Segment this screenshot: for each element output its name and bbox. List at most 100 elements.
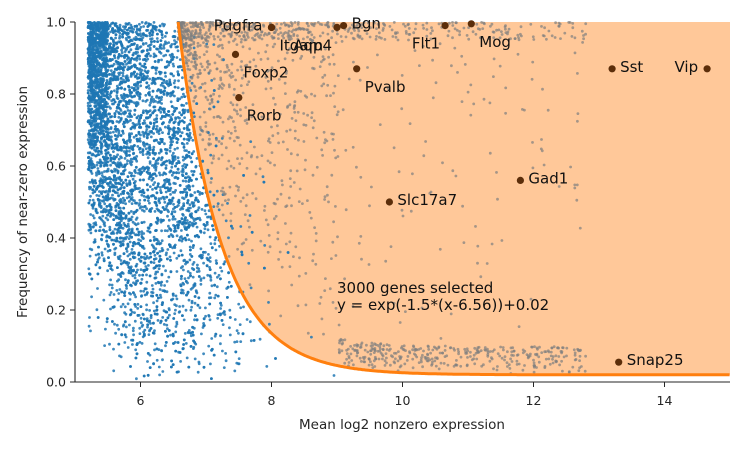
gene-point — [224, 352, 228, 355]
gene-point — [128, 217, 132, 221]
gene-point — [129, 48, 133, 52]
gene-point — [170, 58, 174, 62]
gene-point — [192, 111, 196, 115]
gene-point — [144, 66, 148, 69]
gene-point — [248, 320, 252, 324]
gene-point — [230, 224, 233, 228]
gene-point — [89, 51, 93, 54]
gene-point — [216, 316, 220, 320]
gene-point — [148, 146, 152, 150]
gene-point — [173, 35, 177, 39]
gene-point — [137, 130, 141, 134]
gene-point — [216, 100, 220, 104]
gene-point — [125, 38, 129, 42]
gene-point — [168, 255, 172, 259]
gene-point — [173, 79, 177, 82]
gene-point — [97, 74, 100, 77]
gene-point — [159, 296, 163, 299]
gene-point — [166, 229, 169, 233]
gene-point — [112, 155, 116, 158]
gene-point — [95, 173, 98, 177]
gene-point — [199, 282, 203, 286]
gene-point — [109, 215, 112, 218]
gene-point — [182, 204, 186, 208]
gene-point — [187, 138, 191, 142]
gene-point — [121, 196, 125, 200]
gene-point — [154, 174, 158, 178]
gene-point — [210, 79, 214, 82]
gene-point — [108, 119, 112, 123]
gene-point — [159, 149, 163, 153]
gene-point — [220, 269, 224, 273]
gene-point — [124, 232, 128, 236]
gene-point — [140, 325, 144, 328]
gene-point — [161, 81, 164, 85]
gene-point — [178, 111, 182, 114]
gene-point — [197, 275, 201, 278]
gene-point — [130, 43, 134, 46]
gene-point — [130, 91, 134, 94]
gene-point — [219, 342, 222, 346]
gene-point — [117, 327, 121, 331]
gene-point — [123, 110, 127, 114]
gene-point — [105, 73, 109, 77]
gene-point — [171, 113, 175, 116]
gene-point — [173, 229, 176, 233]
gene-point — [108, 225, 112, 229]
gene-point — [155, 94, 159, 98]
gene-point — [129, 75, 133, 78]
gene-point — [148, 366, 152, 369]
gene-point — [106, 160, 110, 164]
gene-point — [100, 238, 104, 242]
gene-point — [194, 314, 197, 318]
gene-point — [122, 206, 126, 210]
gene-point — [187, 128, 191, 132]
gene-point — [98, 266, 102, 270]
gene-point — [214, 332, 218, 336]
gene-point — [235, 340, 239, 343]
gene-point — [182, 145, 186, 149]
gene-point — [86, 120, 90, 123]
gene-point — [120, 172, 124, 176]
gene-point — [88, 316, 91, 319]
gene-point — [124, 31, 128, 35]
gene-point — [90, 46, 94, 50]
gene-point — [148, 22, 151, 26]
gene-point — [145, 207, 149, 211]
gene-point — [176, 99, 180, 102]
gene-point — [152, 261, 156, 264]
gene-point — [136, 87, 140, 91]
gene-point — [145, 319, 149, 323]
gene-point — [104, 41, 108, 44]
gene-point — [136, 81, 140, 85]
gene-point — [261, 175, 265, 179]
gene-point — [159, 98, 163, 102]
gene-point — [97, 256, 101, 260]
gene-point — [130, 174, 133, 178]
gene-point — [213, 283, 217, 287]
gene-point — [174, 189, 178, 192]
gene-point — [143, 287, 147, 291]
gene-point — [184, 172, 188, 176]
gene-point — [219, 304, 223, 307]
gene-point — [146, 156, 150, 160]
gene-point — [124, 151, 128, 155]
gene-point — [179, 208, 182, 211]
gene-point — [96, 77, 99, 81]
gene-point — [109, 127, 113, 130]
gene-point — [144, 42, 148, 45]
gene-point — [168, 182, 172, 186]
gene-point — [200, 208, 204, 211]
gene-point — [193, 115, 196, 118]
gene-point — [173, 29, 177, 33]
gene-point — [104, 46, 107, 50]
gene-point — [103, 202, 107, 206]
gene-point — [123, 305, 127, 309]
gene-point — [212, 43, 216, 46]
gene-point — [113, 56, 117, 60]
gene-point — [96, 272, 100, 276]
gene-point — [123, 320, 127, 324]
gene-point — [128, 181, 132, 185]
gene-point — [116, 66, 120, 70]
gene-point — [190, 152, 194, 156]
